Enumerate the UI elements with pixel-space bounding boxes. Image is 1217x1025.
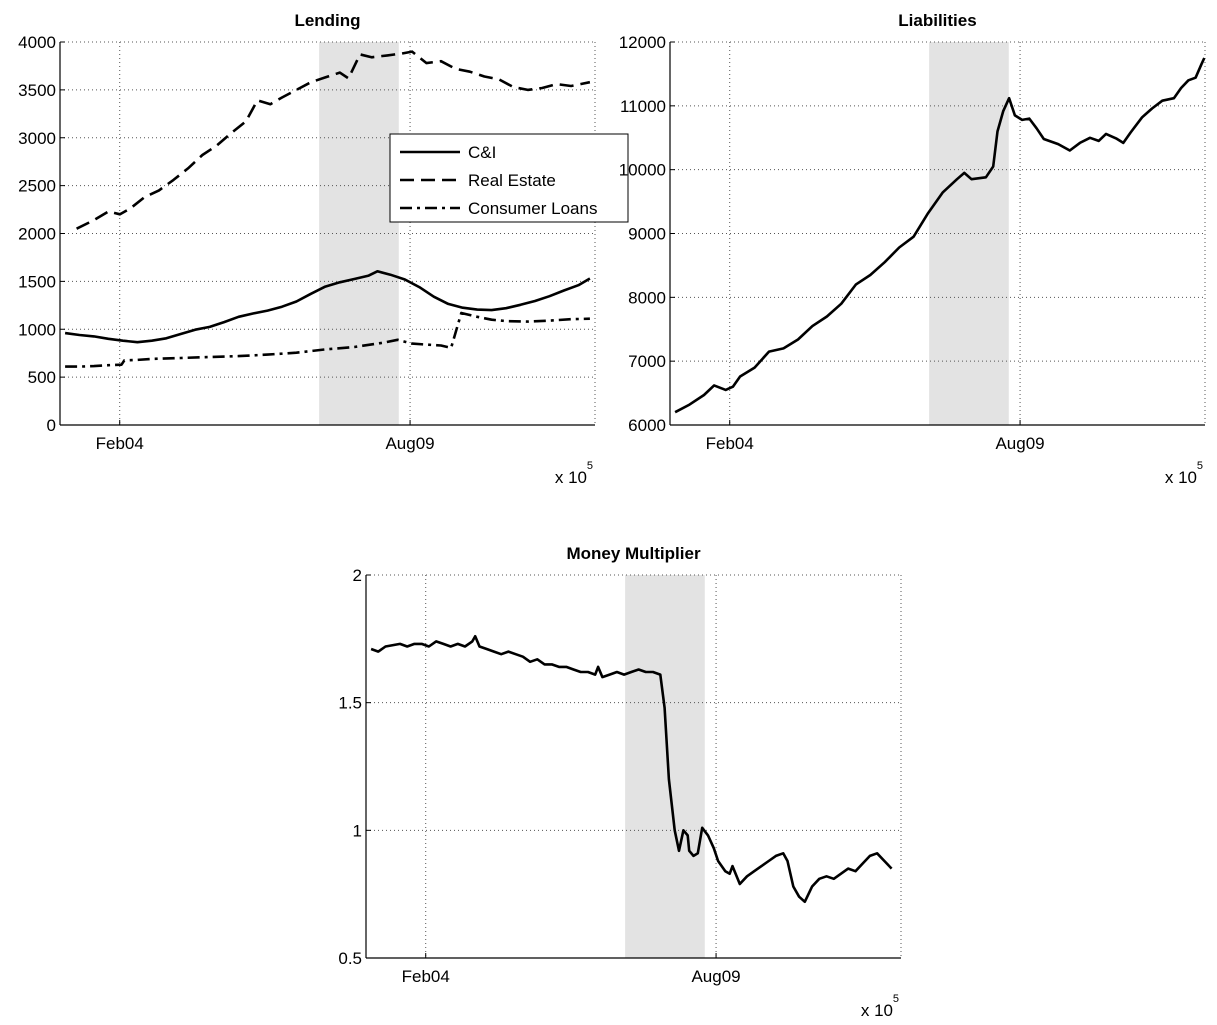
lending-panel: 0 500 1000 1500 2000 2500 3000 3500 4000 Feb04 Aug…	[18, 11, 629, 487]
lending-legend-label: Real Estate	[468, 171, 556, 190]
money-multiplier-title: Money Multiplier	[566, 544, 701, 563]
liabilities-panel: 6000 7000 8000 9000 10000 11000 12000 Feb04 Aug0…	[619, 11, 1206, 487]
lending-series-consumer-loans	[65, 311, 590, 368]
lending-y-tick-label: 2500	[18, 177, 56, 196]
lending-x-tick-label: Feb04	[96, 434, 144, 453]
liabilities-y-tick-label: 10000	[619, 161, 666, 180]
money-multiplier-y-tick-label: 0.5	[338, 949, 362, 968]
money-multiplier-x-exponent: x 10	[861, 1001, 893, 1020]
money-multiplier-series-line	[370, 635, 893, 904]
liabilities-y-tick-label: 8000	[628, 288, 666, 307]
money-multiplier-x-tick-label: Aug09	[691, 967, 740, 986]
money-multiplier-panel: 0.5 1 1.5 2 Feb04 Aug09 x 105 Money Multiplier	[338, 544, 902, 1020]
money-multiplier-y-tick-label: 1.5	[338, 694, 362, 713]
money-multiplier-y-tick-label: 2	[353, 566, 362, 585]
liabilities-y-tick-label: 6000	[628, 416, 666, 435]
lending-y-tick-label: 0	[47, 416, 56, 435]
lending-y-tick-label: 500	[28, 368, 56, 387]
liabilities-x-tick-label: Aug09	[995, 434, 1044, 453]
liabilities-y-tick-label: 12000	[619, 33, 666, 52]
lending-series-real-estate	[76, 50, 591, 230]
lending-title: Lending	[294, 11, 360, 30]
money-multiplier-x-exponent-power: 5	[893, 993, 899, 1005]
liabilities-series-line	[674, 57, 1206, 414]
money-multiplier-x-tick-label: Feb04	[402, 967, 450, 986]
lending-x-exponent-power: 5	[587, 460, 593, 472]
lending-series-c-i	[64, 270, 591, 344]
liabilities-y-tick-label: 11000	[620, 97, 666, 116]
lending-x-tick-label: Aug09	[385, 434, 434, 453]
liabilities-x-exponent: x 10	[1165, 468, 1197, 487]
money-multiplier-shaded-region	[625, 575, 705, 958]
lending-y-tick-label: 1000	[18, 320, 56, 339]
lending-legend-label: Consumer Loans	[468, 199, 597, 218]
money-multiplier-y-tick-label: 1	[353, 821, 362, 840]
lending-y-tick-label: 4000	[18, 33, 56, 52]
liabilities-x-tick-label: Feb04	[706, 434, 754, 453]
liabilities-title: Liabilities	[898, 11, 976, 30]
lending-x-exponent: x 10	[555, 468, 587, 487]
liabilities-y-tick-label: 7000	[628, 352, 666, 371]
lending-legend-label: C&I	[468, 143, 496, 162]
lending-y-tick-label: 1500	[18, 272, 56, 291]
lending-y-tick-label: 2000	[18, 225, 56, 244]
liabilities-x-exponent-power: 5	[1197, 460, 1203, 472]
lending-shaded-region	[319, 42, 399, 425]
lending-legend: C&I Real Estate Consumer Loans	[389, 133, 629, 223]
lending-y-tick-label: 3000	[18, 129, 56, 148]
liabilities-y-tick-label: 9000	[628, 225, 666, 244]
liabilities-shaded-region	[929, 42, 1009, 425]
lending-y-tick-label: 3500	[18, 81, 56, 100]
